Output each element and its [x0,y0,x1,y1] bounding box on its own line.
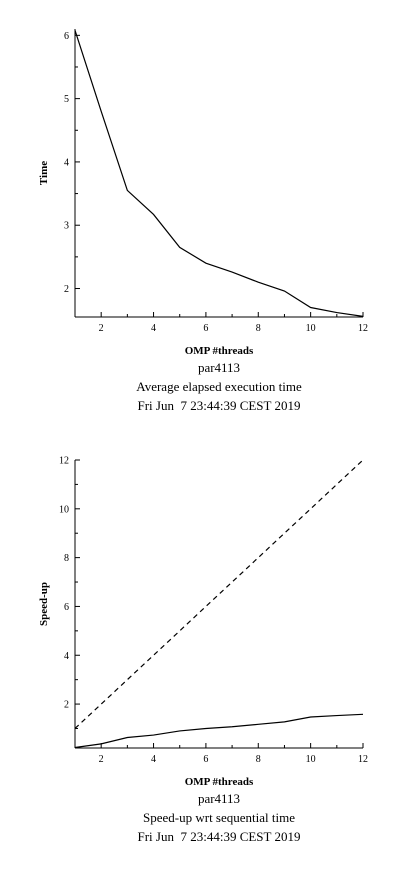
y-tick-label: 4 [64,651,69,662]
series-line-1 [74,713,364,749]
x-tick-label: 10 [306,323,316,334]
x-tick-label: 4 [151,754,156,765]
x-tick-label: 8 [256,754,261,765]
x-tick-label: 4 [151,323,156,334]
series-line-0 [74,30,364,317]
y-tick-label: 12 [59,456,69,467]
caption-line: par4113 [198,360,240,375]
caption-line: Fri Jun 7 23:44:39 CEST 2019 [137,829,300,844]
x-tick-label: 10 [306,754,316,765]
x-axis-title: OMP #threads [185,345,254,357]
speedup-chart: 2 4 6 8 10 12 2 4 6 8 10 12 OMP #threads Speed-up par4… [38,456,368,845]
series-line-0 [74,459,364,729]
y-tick-label: 10 [59,504,69,515]
y-tick-label: 6 [64,602,69,613]
x-tick-label: 12 [358,754,368,765]
y-tick-label: 4 [64,157,69,168]
x-tick-label: 12 [358,323,368,334]
y-tick-label: 2 [64,284,69,295]
x-axis-title: OMP #threads [185,776,254,788]
y-tick-label: 8 [64,553,69,564]
y-tick-label: 3 [64,221,69,232]
caption-line: Average elapsed execution time [136,379,302,394]
caption-line: Speed-up wrt sequential time [143,810,295,825]
execution-time-chart: 2 4 6 8 10 12 2 3 4 5 6 OMP #threads Time par4113 Aver… [38,29,368,413]
y-axis-title: Speed-up [38,582,50,626]
y-tick-label: 5 [64,94,69,105]
caption-line: Fri Jun 7 23:44:39 CEST 2019 [137,398,300,413]
x-tick-label: 2 [99,323,104,334]
x-tick-label: 8 [256,323,261,334]
y-tick-label: 2 [64,700,69,711]
x-tick-label: 6 [203,323,208,334]
caption-line: par4113 [198,791,240,806]
x-tick-label: 6 [203,754,208,765]
y-tick-label: 6 [64,31,69,42]
x-tick-label: 2 [99,754,104,765]
y-axis-title: Time [38,161,50,185]
